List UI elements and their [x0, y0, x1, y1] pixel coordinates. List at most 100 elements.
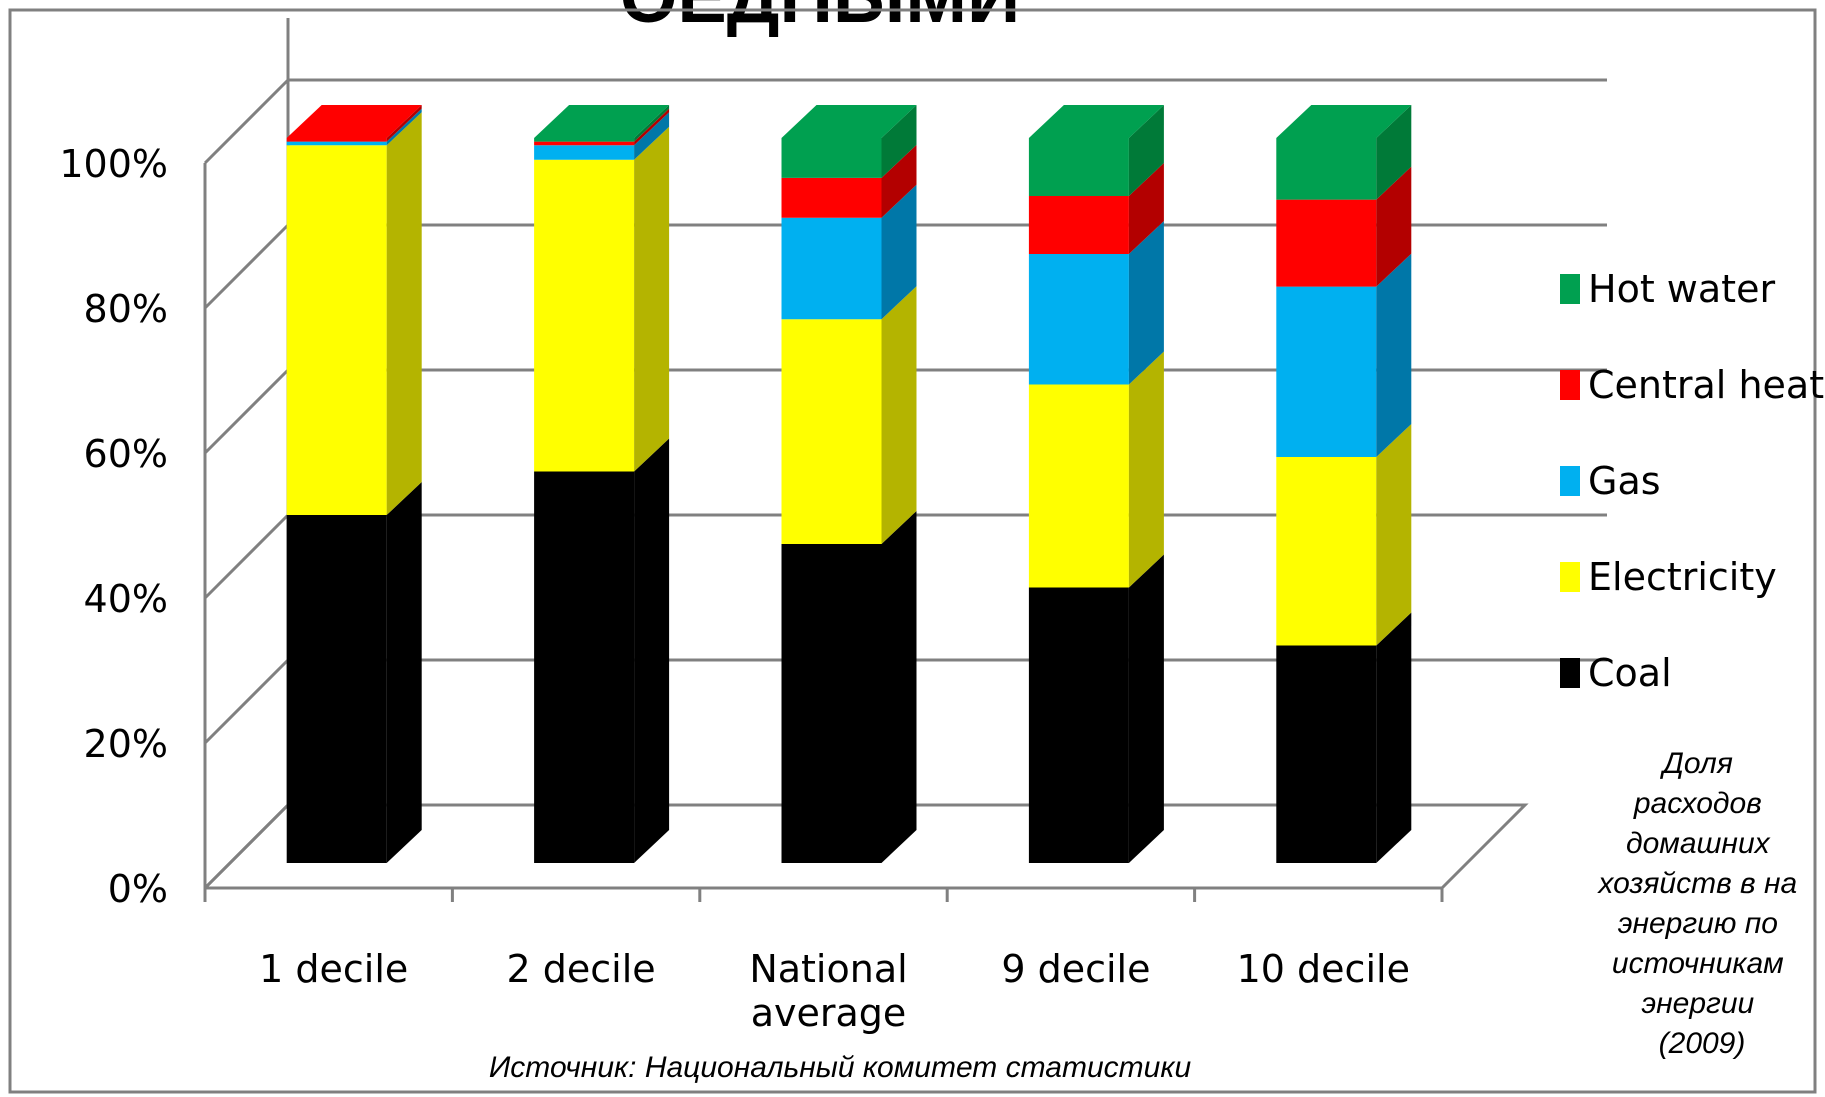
side-note-line: домашних	[1626, 827, 1771, 860]
bar-segment	[286, 515, 387, 863]
bar-segment-side	[634, 126, 670, 472]
legend-swatch	[1560, 274, 1580, 304]
bar-segment	[534, 471, 635, 863]
bar-stack	[1028, 105, 1164, 863]
x-axis-category-labels: 1 decile 2 decile National average 9 decile 1…	[259, 947, 1410, 1035]
x-category-label: 10 decile	[1237, 947, 1410, 991]
side-note-line: энергию по	[1618, 907, 1778, 940]
side-note-line: Доля	[1660, 747, 1733, 780]
bar-segment	[1028, 196, 1129, 254]
side-note-line: энергии	[1641, 987, 1754, 1020]
bar-top	[1028, 105, 1164, 138]
bar-segment-side	[634, 108, 670, 146]
gridline-side	[203, 223, 290, 310]
side-note-line: (2009)	[1659, 1027, 1746, 1060]
side-note-line: расходов	[1633, 787, 1762, 820]
side-note: Доля расходов домашних хозяйств в на эне…	[1596, 747, 1805, 1060]
bar-segment	[534, 141, 635, 146]
x-category-label: 2 decile	[507, 947, 656, 991]
bar-segment-side	[1376, 166, 1412, 287]
bar-segment-side	[1128, 351, 1164, 588]
legend-swatch	[1560, 370, 1580, 400]
gridline-side	[203, 803, 290, 890]
bar-segment-side	[386, 105, 422, 142]
legend-item: Hot water	[1560, 267, 1775, 311]
bar-segment-side	[386, 482, 422, 863]
bar-segment-side	[634, 112, 670, 160]
bar-segment-side	[881, 144, 917, 218]
bar-segment-side	[881, 184, 917, 320]
bar-segment-side	[1128, 163, 1164, 254]
bar-segment	[1276, 286, 1377, 457]
bar-top	[1276, 105, 1412, 138]
legend-item: Coal	[1560, 651, 1672, 695]
legend-swatch	[1560, 562, 1580, 592]
bar-segment-side	[1128, 554, 1164, 863]
bar-segment-side	[1376, 424, 1412, 646]
bar-segment-side	[1376, 253, 1412, 457]
bar-segment-side	[881, 286, 917, 544]
y-tick-label: 80%	[84, 287, 168, 331]
legend-label: Coal	[1588, 651, 1672, 695]
y-tick-label: 40%	[84, 577, 168, 621]
bar-segment	[534, 159, 635, 472]
bar-segment-side	[386, 108, 422, 146]
bar-segment-side	[1128, 221, 1164, 385]
bar-segment-side	[881, 105, 917, 178]
bar-segment	[286, 138, 387, 142]
bar-segment	[1028, 138, 1129, 196]
bar-segment	[534, 145, 635, 160]
legend: Hot water Central heat Gas Electricity Coal	[1560, 267, 1824, 695]
bar-segment	[1276, 457, 1377, 646]
legend-label: Electricity	[1588, 555, 1777, 599]
gridline-side	[203, 368, 290, 455]
bar-segment	[1028, 254, 1129, 385]
gridline-side	[203, 78, 290, 165]
x-category-label: National average	[749, 947, 907, 1035]
y-axis-tick-labels: 0% 20% 40% 60% 80% 100%	[59, 142, 168, 911]
bar-top	[781, 105, 917, 138]
bar-segment	[1276, 138, 1377, 200]
legend-swatch	[1560, 466, 1580, 496]
bar-segment	[534, 138, 635, 142]
y-tick-label: 20%	[84, 722, 168, 766]
chart-frame	[8, 8, 1817, 1094]
bar-segment	[1028, 587, 1129, 863]
bar-segment	[781, 544, 882, 863]
bar-top	[286, 105, 422, 138]
gridline-side	[203, 513, 290, 600]
bar-segment-side	[881, 511, 917, 863]
bar-stack	[1276, 105, 1412, 863]
bar-segment	[781, 319, 882, 544]
gridline-side	[203, 658, 290, 745]
legend-label: Hot water	[1588, 267, 1775, 311]
x-category-label: 9 decile	[1001, 947, 1150, 991]
y-tick-label: 100%	[59, 142, 168, 186]
legend-item: Central heat	[1560, 363, 1824, 407]
legend-label: Central heat	[1588, 363, 1824, 407]
legend-item: Gas	[1560, 459, 1661, 503]
bar-stack	[534, 105, 670, 863]
y-tick-label: 0%	[108, 867, 168, 911]
bar-segment-side	[386, 112, 422, 515]
bar-segment	[781, 177, 882, 218]
bar-stack	[286, 105, 422, 863]
bar-segment-side	[634, 105, 670, 142]
bar-segment	[286, 145, 387, 515]
bars	[286, 105, 1412, 863]
bar-segment	[781, 217, 882, 320]
bar-segment-side	[1376, 612, 1412, 863]
bar-segment	[1276, 199, 1377, 287]
bar-stack	[781, 105, 917, 863]
x-category-label: 1 decile	[259, 947, 408, 991]
bar-segment	[1028, 384, 1129, 588]
legend-item: Electricity	[1560, 555, 1777, 599]
y-tick-label: 60%	[84, 432, 168, 476]
bar-segment-side	[634, 438, 670, 863]
legend-label: Gas	[1588, 459, 1661, 503]
side-note-line: хозяйств в на	[1596, 867, 1797, 900]
source-note: Источник: Национальный комитет статистик…	[489, 1051, 1192, 1084]
x-axis	[203, 886, 1444, 902]
bar-top	[534, 105, 670, 138]
